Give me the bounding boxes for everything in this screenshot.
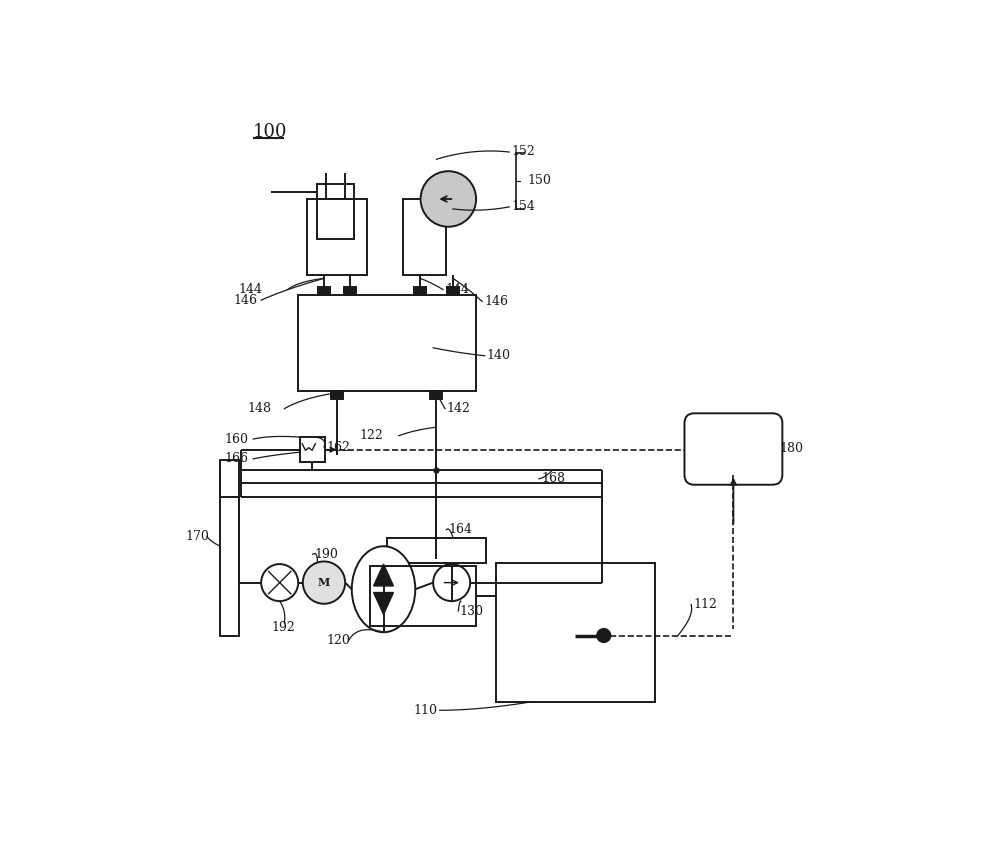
Text: 154: 154 xyxy=(511,200,535,213)
Text: M: M xyxy=(318,577,330,588)
Bar xyxy=(307,199,367,275)
Text: 166: 166 xyxy=(225,453,249,466)
Bar xyxy=(318,287,330,295)
Bar xyxy=(414,287,426,295)
Text: 164: 164 xyxy=(448,523,472,536)
Bar xyxy=(387,538,486,563)
Bar xyxy=(220,460,239,636)
Bar xyxy=(430,391,442,399)
Bar xyxy=(317,185,354,199)
Text: 148: 148 xyxy=(248,402,272,415)
Bar xyxy=(317,199,354,239)
Polygon shape xyxy=(374,593,393,614)
Text: 190: 190 xyxy=(314,548,338,561)
Bar xyxy=(331,391,343,399)
Text: 112: 112 xyxy=(693,598,717,611)
Text: 140: 140 xyxy=(487,350,511,362)
Text: 100: 100 xyxy=(253,123,288,141)
Circle shape xyxy=(421,171,476,227)
Text: 162: 162 xyxy=(326,441,350,454)
FancyBboxPatch shape xyxy=(684,413,782,484)
Text: 170: 170 xyxy=(185,530,209,543)
Text: 146: 146 xyxy=(484,295,508,308)
Polygon shape xyxy=(374,564,393,586)
Text: 180: 180 xyxy=(779,442,803,455)
Text: 122: 122 xyxy=(359,430,383,442)
Text: 110: 110 xyxy=(413,704,437,716)
Text: 144: 144 xyxy=(445,283,469,296)
Circle shape xyxy=(303,562,345,604)
Text: 144: 144 xyxy=(238,283,262,296)
Bar xyxy=(447,287,459,295)
Bar xyxy=(344,287,356,295)
Circle shape xyxy=(597,629,610,643)
Text: 130: 130 xyxy=(460,605,484,618)
Text: 142: 142 xyxy=(446,402,470,415)
Text: 160: 160 xyxy=(225,433,249,446)
Ellipse shape xyxy=(352,546,415,632)
Text: 152: 152 xyxy=(511,145,535,158)
Text: 168: 168 xyxy=(541,472,565,485)
Bar xyxy=(403,199,446,275)
Bar xyxy=(300,437,325,462)
Text: 192: 192 xyxy=(272,621,295,634)
Bar xyxy=(496,563,655,702)
Text: 150: 150 xyxy=(527,174,551,187)
Bar xyxy=(298,295,476,391)
Bar xyxy=(370,566,476,625)
Text: 120: 120 xyxy=(326,634,350,648)
Text: 146: 146 xyxy=(233,294,257,307)
